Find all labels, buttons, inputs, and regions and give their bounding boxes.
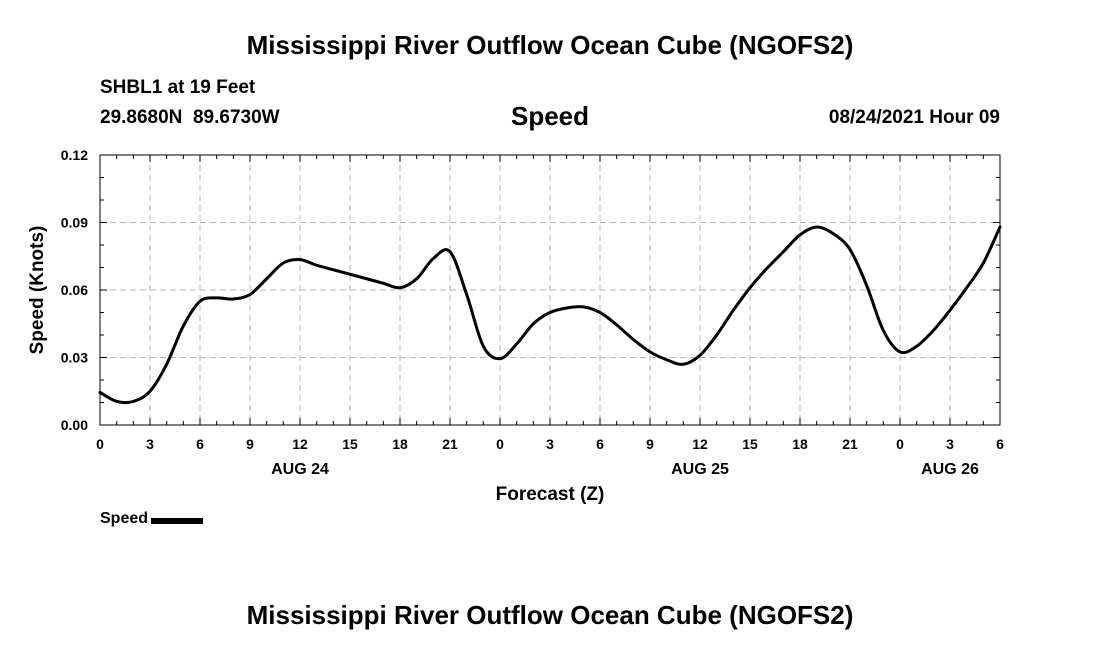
series-line-speed xyxy=(98,225,1002,405)
x-tick-label: 6 xyxy=(996,436,1004,452)
legend-label: Speed xyxy=(100,510,149,527)
y-tick-label: 0.03 xyxy=(61,350,88,366)
x-tick-label: 0 xyxy=(96,436,104,452)
x-tick-label: 0 xyxy=(896,436,904,452)
x-tick-label: 21 xyxy=(842,436,858,452)
x-tick-label: 3 xyxy=(546,436,554,452)
chart-title: Mississippi River Outflow Ocean Cube (NG… xyxy=(246,30,854,60)
x-tick-label: 15 xyxy=(342,436,358,452)
x-tick-label: 21 xyxy=(442,436,458,452)
chart-subtitle: Speed xyxy=(510,101,590,131)
tick-labels: 0 3 6 9 12 15 18 21 0 3 6 9 12 15 18 21 0 3 6 AUG 24 AUG 25 A… xyxy=(61,147,1004,478)
grid-lines xyxy=(100,155,1000,425)
x-date-label: AUG 24 xyxy=(271,461,329,478)
series-layer xyxy=(98,225,1002,405)
x-tick-label: 3 xyxy=(146,436,154,452)
x-tick-label: 15 xyxy=(742,436,758,452)
axes xyxy=(99,154,1001,426)
x-tick-label: 12 xyxy=(692,436,708,452)
y-tick-label: 0.00 xyxy=(61,417,88,433)
y-tick-label: 0.12 xyxy=(61,147,88,163)
coordinates-label: 29.8680N 89.6730W xyxy=(100,107,280,128)
x-tick-label: 18 xyxy=(392,436,408,452)
x-tick-label: 9 xyxy=(246,436,254,452)
x-tick-label: 18 xyxy=(792,436,808,452)
legend: Speed xyxy=(100,510,204,528)
legend-swatch xyxy=(151,518,204,524)
x-tick-label: 12 xyxy=(292,436,308,452)
x-axis-label: Forecast (Z) xyxy=(496,484,605,505)
station-label: SHBL1 at 19 Feet xyxy=(100,77,256,98)
x-tick-label: 9 xyxy=(646,436,654,452)
y-tick-label: 0.06 xyxy=(61,282,88,298)
x-tick-label: 6 xyxy=(596,436,604,452)
x-tick-label: 3 xyxy=(946,436,954,452)
forecast-date-label: 08/24/2021 Hour 09 xyxy=(828,107,1000,128)
x-date-label: AUG 26 xyxy=(921,461,979,478)
y-tick-label: 0.09 xyxy=(61,215,88,231)
x-tick-label: 6 xyxy=(196,436,204,452)
x-tick-label: 0 xyxy=(496,436,504,452)
x-date-label: AUG 25 xyxy=(671,461,729,478)
y-axis-label: Speed (Knots) xyxy=(27,226,48,355)
footer-title: Mississippi River Outflow Ocean Cube (NG… xyxy=(246,600,854,630)
